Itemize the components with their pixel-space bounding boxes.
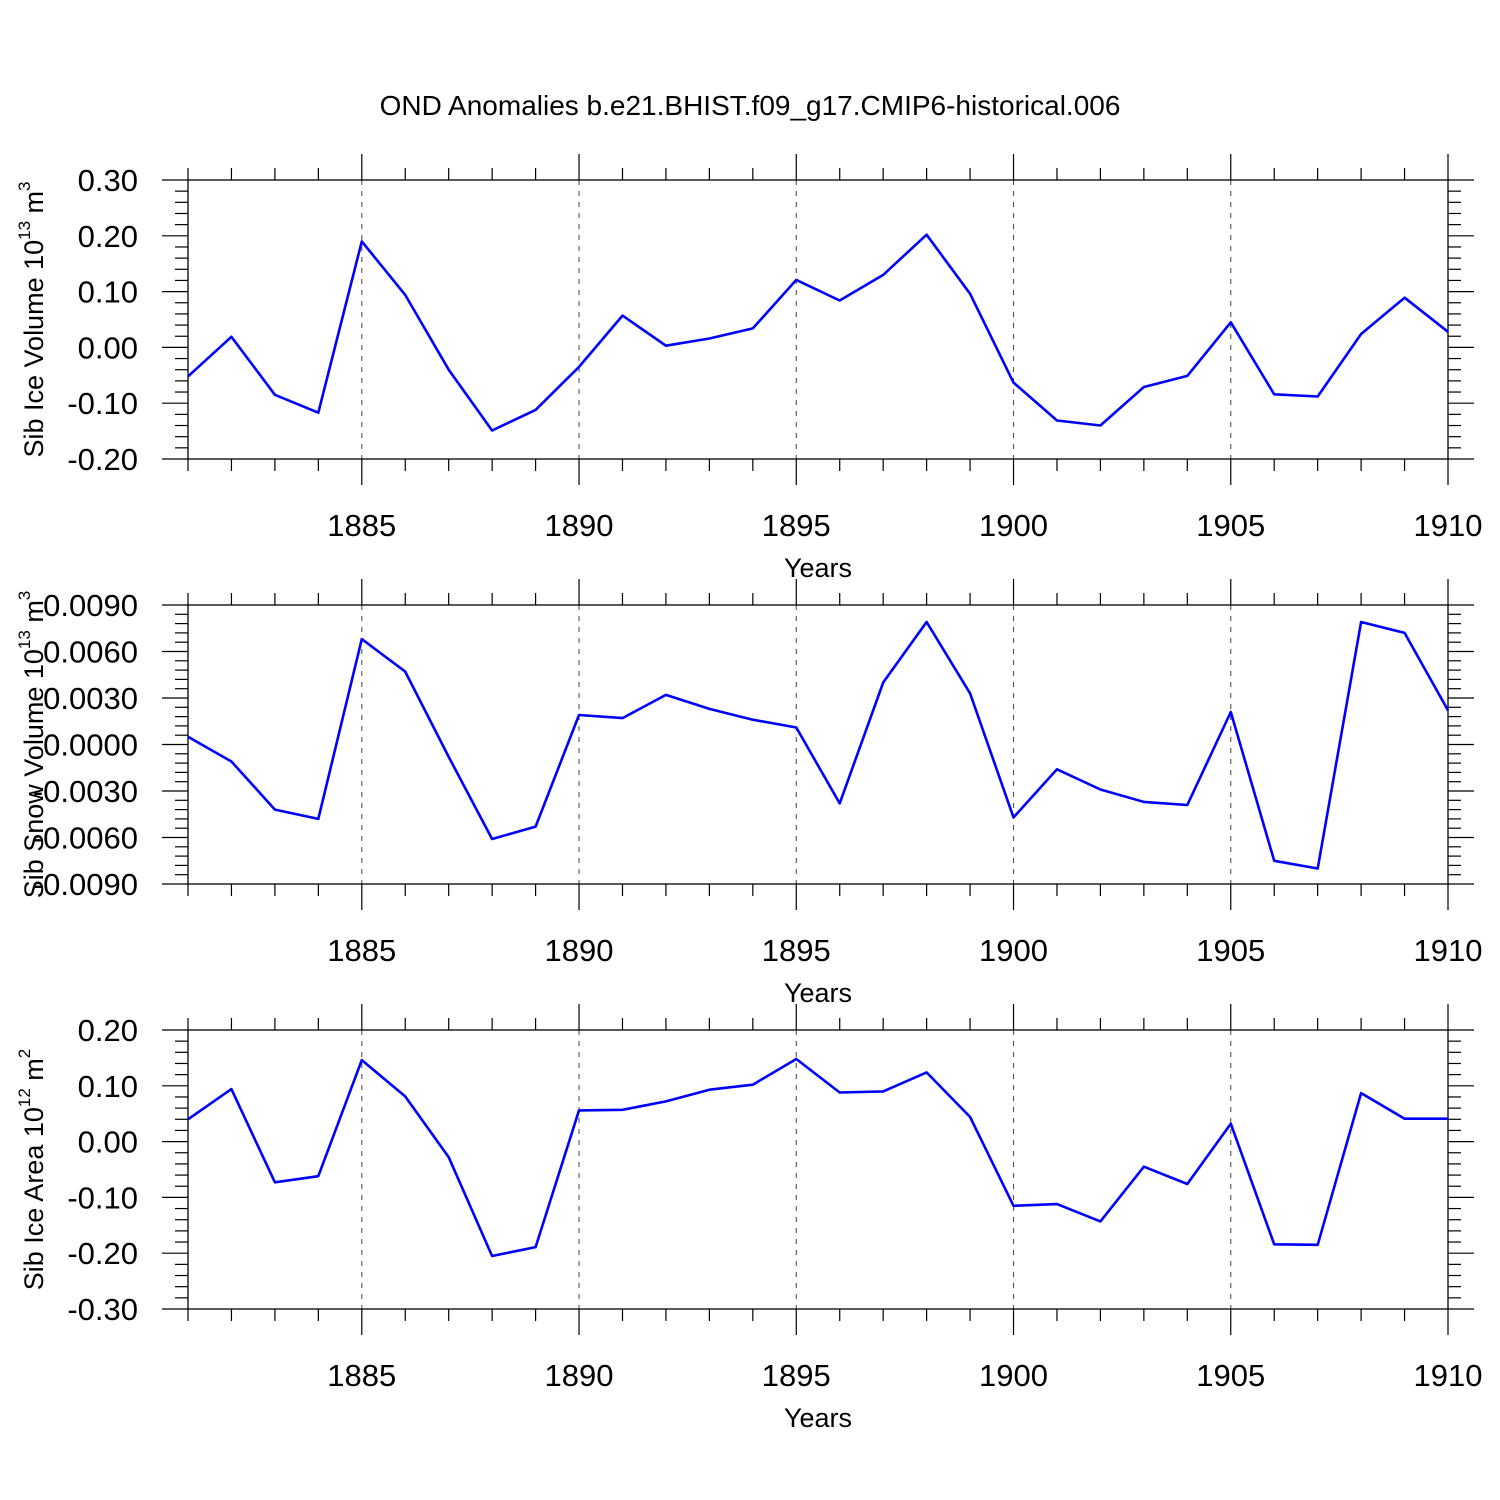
y-axis-label-unit: m: [19, 600, 49, 630]
panel-3: 1885 1890 1895 1900 1905 1910 Years -0.30 -0.20 -…: [15, 1004, 1482, 1433]
x-tick-label: 1885: [327, 1358, 396, 1393]
y-axis-label-unit-exponent: 2: [15, 1049, 34, 1058]
y-tick-label: -0.10: [67, 1180, 138, 1215]
y-axis-label-unit-exponent: 3: [15, 591, 34, 600]
y-axis-label-exponent: 12: [15, 1088, 34, 1107]
x-tick-label: 1895: [762, 508, 831, 543]
y-tick-label: 0.0000: [43, 728, 138, 763]
y-tick-label: 0.0090: [43, 588, 138, 623]
y-tick-label: -0.0060: [33, 821, 138, 856]
y-tick-label: -0.20: [67, 442, 138, 477]
x-tick-label: 1910: [1414, 508, 1483, 543]
panel-2: 1885 1890 1895 1900 1905 1910 Years -0.0090 -0.0…: [15, 579, 1482, 1008]
x-tick-label: 1885: [327, 933, 396, 968]
y-tick-label: 0.00: [78, 1125, 138, 1160]
x-axis-label: Years: [784, 1403, 852, 1433]
x-tick-label: 1900: [979, 933, 1048, 968]
series-line: [187, 233, 1449, 432]
y-tick-label: -0.30: [67, 1292, 138, 1327]
y-axis-label-text: Sib Snow Volume 10: [19, 649, 49, 898]
y-axis-label: Sib Ice Volume 1013 m3: [15, 181, 49, 457]
y-tick-label: 0.20: [78, 219, 138, 254]
y-tick-label: -0.0030: [33, 774, 138, 809]
y-tick-label: 0.10: [78, 275, 138, 310]
y-tick-label: 0.00: [78, 330, 138, 365]
y-tick-label: -0.0090: [33, 867, 138, 902]
x-tick-label: 1895: [762, 1358, 831, 1393]
y-tick-label: -0.10: [67, 386, 138, 421]
x-axis-label: Years: [784, 978, 852, 1008]
plot-frame: [187, 1029, 1449, 1310]
x-tick-label: 1905: [1196, 508, 1265, 543]
x-tick-label: 1885: [327, 508, 396, 543]
x-axis-label: Years: [784, 553, 852, 583]
x-tick-label: 1910: [1414, 933, 1483, 968]
y-tick-label: -0.20: [67, 1236, 138, 1271]
series-line: [187, 1057, 1448, 1258]
chart-title: OND Anomalies b.e21.BHIST.f09_g17.CMIP6-…: [380, 90, 1121, 121]
x-tick-label: 1895: [762, 933, 831, 968]
y-tick-label: 0.0030: [43, 681, 138, 716]
y-axis-label-unit-exponent: 3: [15, 181, 34, 190]
y-axis-label-text: Sib Ice Volume 10: [19, 240, 49, 458]
series-line: [187, 620, 1450, 870]
y-tick-label: 0.30: [78, 163, 138, 198]
y-tick-label: 0.0060: [43, 635, 138, 670]
chart-panels: 1885 1890 1895 1900 1905 1910 Years -0.20 -0.10 0…: [15, 154, 1482, 1433]
x-tick-label: 1905: [1196, 933, 1265, 968]
y-tick-label: 0.20: [78, 1013, 138, 1048]
x-tick-label: 1910: [1414, 1358, 1483, 1393]
x-tick-label: 1905: [1196, 1358, 1265, 1393]
y-axis-label-unit: m: [19, 1058, 49, 1088]
panel-1: 1885 1890 1895 1900 1905 1910 Years -0.20 -0.10 0…: [15, 154, 1482, 583]
y-axis-label-exponent: 13: [15, 221, 34, 240]
x-tick-label: 1900: [979, 508, 1048, 543]
y-axis-label-unit: m: [19, 191, 49, 221]
y-axis-label: Sib Snow Volume 1013 m3: [15, 591, 49, 899]
y-axis-label: Sib Ice Area 1012 m2: [15, 1049, 49, 1291]
x-tick-label: 1890: [545, 933, 614, 968]
y-axis-label-exponent: 13: [15, 630, 34, 649]
y-tick-label: 0.10: [78, 1069, 138, 1104]
plot-frame: [187, 179, 1449, 460]
x-tick-label: 1890: [545, 508, 614, 543]
plot-frame: [187, 604, 1449, 885]
x-tick-label: 1900: [979, 1358, 1048, 1393]
x-tick-label: 1890: [545, 1358, 614, 1393]
y-axis-label-text: Sib Ice Area 10: [19, 1107, 49, 1290]
